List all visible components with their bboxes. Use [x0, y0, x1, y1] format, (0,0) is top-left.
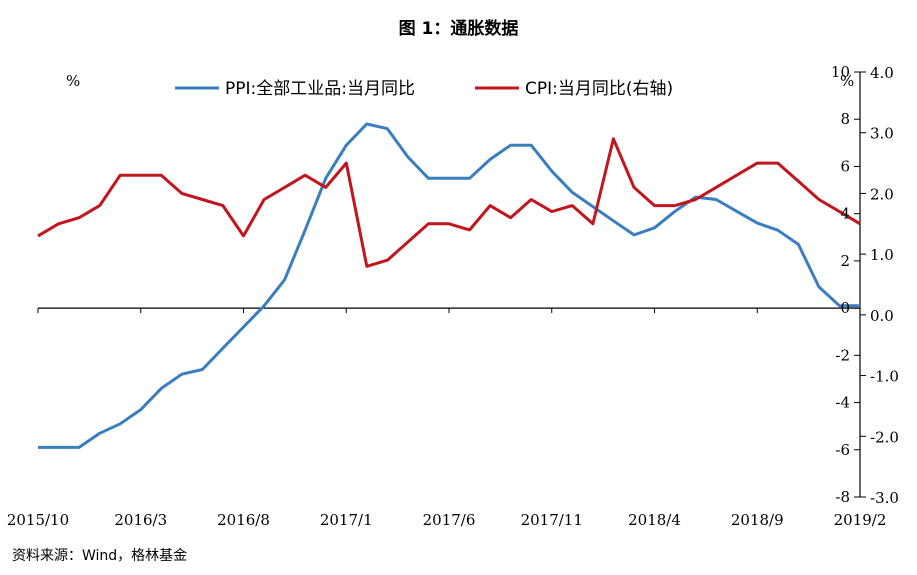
- legend-label: PPI:全部工业品:当月同比: [225, 79, 415, 99]
- left-tick-label: 6: [840, 157, 850, 175]
- source-note: 资料来源：Wind，格林基金: [12, 548, 188, 564]
- x-tick-label: 2018/9: [731, 511, 784, 529]
- left-tick-label: 4: [840, 205, 850, 223]
- chart-title: 图 1：通胀数据: [398, 19, 519, 39]
- x-tick-label: 2017/11: [521, 511, 583, 529]
- right-tick-label: 4.0: [870, 64, 894, 82]
- left-tick-label: -2: [835, 346, 850, 364]
- series-line-cpi: [37, 137, 861, 268]
- left-tick-label: 10: [831, 63, 850, 81]
- x-tick-label: 2016/8: [217, 511, 270, 529]
- right-tick-label: 1.0: [870, 246, 894, 264]
- right-unit-label: %: [840, 72, 854, 90]
- axes: [38, 72, 861, 497]
- x-tick-label: 2015/10: [7, 511, 69, 529]
- legend: PPI:全部工业品:当月同比 CPI:当月同比(右轴): [175, 79, 673, 99]
- right-tick-label: -3.0: [870, 489, 899, 507]
- left-unit-label: %: [66, 72, 80, 90]
- left-tick-label: -6: [835, 441, 850, 459]
- x-tick-label: 2017/1: [320, 511, 373, 529]
- left-tick-label: -8: [835, 488, 850, 506]
- left-tick-label: 0: [840, 299, 850, 317]
- left-tick-label: -4: [835, 394, 850, 412]
- left-tick-label: 2: [840, 252, 850, 270]
- series-lines: [37, 122, 861, 449]
- left-tick-label: 8: [840, 110, 850, 128]
- axis-ticks: [37, 71, 866, 498]
- right-tick-label: -2.0: [870, 428, 899, 446]
- right-tick-label: 2.0: [870, 185, 894, 203]
- legend-label: CPI:当月同比(右轴): [525, 79, 673, 99]
- x-tick-label: 2017/6: [423, 511, 476, 529]
- x-tick-label: 2016/3: [114, 511, 167, 529]
- right-tick-label: 3.0: [870, 125, 894, 143]
- x-tick-label: 2019/2: [834, 511, 887, 529]
- right-tick-label: 0.0: [870, 307, 894, 325]
- tick-labels: 2015/10 2016/3 2016/8 2017/1 2017/6 2017/11 20…: [7, 63, 899, 529]
- right-tick-label: -1.0: [870, 368, 899, 386]
- x-tick-label: 2018/4: [628, 511, 681, 529]
- series-line-ppi: [38, 122, 860, 449]
